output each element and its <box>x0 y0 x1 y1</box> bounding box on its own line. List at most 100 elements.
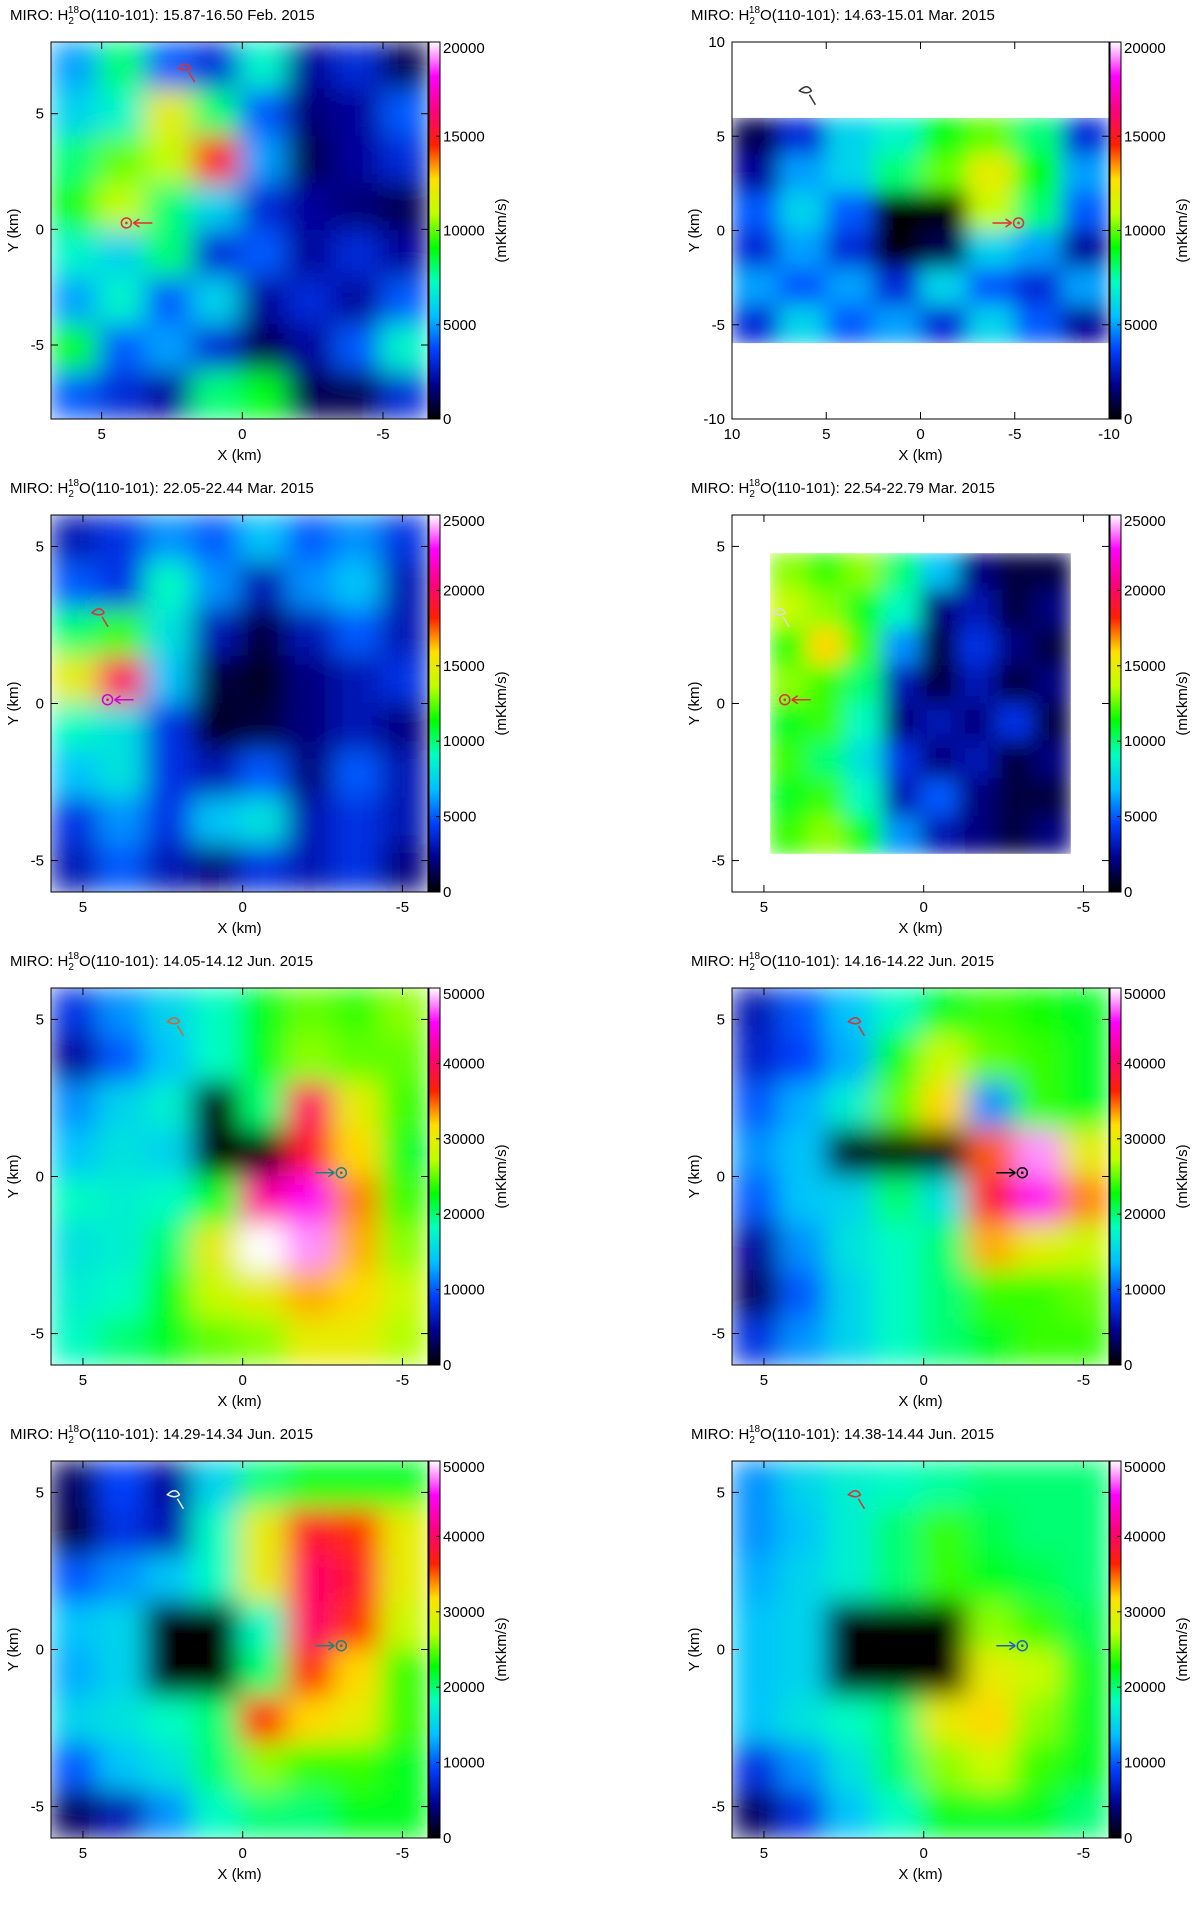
heatmap-cell <box>732 988 780 1036</box>
comet-symbol <box>798 86 817 106</box>
heatmap-cell <box>97 277 146 326</box>
heatmap-cell <box>191 230 240 279</box>
heatmap-cell <box>920 1034 969 1083</box>
heatmap-cell <box>1033 665 1072 704</box>
sun-arrow <box>1005 218 1012 228</box>
heatmap-cell <box>286 608 335 657</box>
x-axis-label: X (km) <box>898 1866 942 1883</box>
panel: MIRO: H218O(110-101): 14.16-14.22 Jun. 2… <box>686 951 1191 1410</box>
heatmap-cell <box>380 1270 428 1319</box>
heatmap-cell <box>333 1601 382 1650</box>
heatmap-cell <box>778 1461 827 1509</box>
colorbar-tick-label: 15000 <box>443 658 485 675</box>
colorbar-tick-label: 30000 <box>1124 1604 1166 1621</box>
heatmap-cell <box>920 816 959 855</box>
heatmap-cell <box>380 1081 428 1130</box>
panel: MIRO: H218O(110-101): 14.38-14.44 Jun. 2… <box>686 1424 1191 1883</box>
heatmap <box>51 42 428 419</box>
heatmap-cell <box>51 371 99 419</box>
heatmap-cell <box>286 182 335 231</box>
heatmap-cell <box>144 1223 193 1272</box>
heatmap-cell <box>1061 1554 1109 1603</box>
heatmap-cell <box>778 1649 827 1698</box>
heatmap-cell <box>967 988 1016 1036</box>
heatmap-cell <box>333 703 382 752</box>
heatmap-cell <box>920 1176 969 1225</box>
heatmap-cell <box>97 88 146 137</box>
heatmap-cell <box>191 988 240 1036</box>
heatmap-cell <box>333 277 382 326</box>
heatmap-cell <box>286 1743 335 1792</box>
y-tick-label: 0 <box>36 696 44 713</box>
plot-frame <box>50 41 429 420</box>
heatmap-cell <box>920 267 969 307</box>
colorbar-tick-label: 10000 <box>443 1755 485 1772</box>
heatmap-cell <box>286 1128 335 1177</box>
colorbar-tick-label: 10000 <box>443 733 485 750</box>
heatmap-cell <box>920 1601 969 1650</box>
heatmap-cell <box>872 305 921 345</box>
y-tick-label: -5 <box>712 1326 725 1343</box>
heatmap-cell <box>920 1223 969 1272</box>
heatmap-cell <box>1014 1461 1063 1509</box>
heatmap-cell <box>920 778 959 818</box>
panel: MIRO: H218O(110-101): 14.63-15.01 Mar. 2… <box>686 5 1191 464</box>
heatmap-cell <box>778 1270 827 1319</box>
heatmap-cell <box>806 703 846 742</box>
heatmap-cell <box>778 230 827 269</box>
heatmap-cell <box>51 561 99 610</box>
heatmap-cell <box>778 116 827 156</box>
heatmap-cell <box>920 1790 969 1838</box>
heatmap-cell <box>920 1649 969 1698</box>
heatmap-cell <box>144 1461 193 1509</box>
heatmap-cell <box>144 988 193 1036</box>
heatmap-cell <box>872 1317 921 1365</box>
heatmap-cell <box>920 1554 969 1603</box>
heatmap-cell <box>732 1176 780 1225</box>
heatmap-cell <box>380 1790 428 1838</box>
heatmap-cell <box>778 1128 827 1177</box>
heatmap-cell <box>380 655 428 704</box>
heatmap-cell <box>825 988 874 1036</box>
heatmap-cell <box>286 1461 335 1509</box>
heatmap-cell <box>51 1270 99 1319</box>
heatmap-cell <box>1014 1554 1063 1603</box>
heatmap-cell <box>380 515 428 563</box>
heatmap-cell <box>995 552 1035 591</box>
heatmap-cell <box>778 1223 827 1272</box>
colorbar <box>428 514 441 893</box>
heatmap-cell <box>239 1176 288 1225</box>
heatmap-cell <box>333 1223 382 1272</box>
colorbar-tick-label: 5000 <box>443 317 476 334</box>
heatmap-cell <box>333 1081 382 1130</box>
heatmap-cell <box>144 608 193 657</box>
heatmap-cell <box>732 1128 780 1177</box>
heatmap-cell <box>239 988 288 1036</box>
heatmap-cell <box>333 88 382 137</box>
sun-arrow <box>1008 1641 1016 1651</box>
heatmap-cell <box>732 1554 780 1603</box>
heatmap-cell <box>144 1176 193 1225</box>
heatmap-cell <box>1061 192 1109 231</box>
heatmap-cell <box>995 740 1035 780</box>
colorbar-label: (mKkm/s) <box>493 671 510 735</box>
colorbar-tick-label: 20000 <box>1124 582 1166 599</box>
heatmap-cell <box>380 1461 428 1509</box>
heatmap-cell <box>920 589 959 629</box>
heatmap-cell <box>882 778 921 818</box>
heatmap-cell <box>51 1223 99 1272</box>
heatmap-cell <box>333 797 382 846</box>
x-tick-label: 5 <box>760 899 768 916</box>
heatmap-cell <box>732 1461 780 1509</box>
no-data <box>778 79 827 118</box>
heatmap-cell <box>872 1554 921 1603</box>
heatmap-cell <box>825 1128 874 1177</box>
heatmap-cell <box>239 1317 288 1365</box>
heatmap-cell <box>967 1128 1016 1177</box>
heatmap-cell <box>732 192 780 231</box>
heatmap-cell <box>769 778 808 818</box>
heatmap-cell <box>97 42 146 90</box>
x-axis-label: X (km) <box>898 1393 942 1410</box>
heatmap-cell <box>825 230 874 269</box>
heatmap-cell <box>1014 305 1063 345</box>
